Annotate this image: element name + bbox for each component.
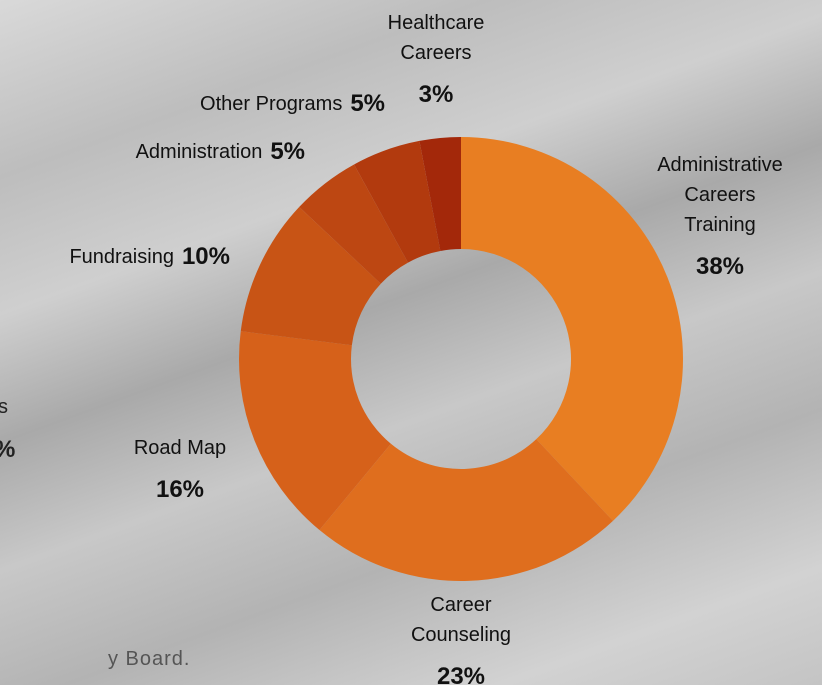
category-label: Healthcare Careers (366, 8, 506, 68)
slice-label: Road Map 16% (110, 433, 250, 505)
category-label: Fundraising (69, 242, 174, 272)
category-label: Administration (136, 137, 263, 167)
slice-label: Career Counseling 23% (391, 590, 531, 685)
value-label: 5% (270, 137, 305, 167)
value-label: 10% (182, 242, 230, 272)
page: s % y Board. Administrative Careers Trai… (0, 0, 822, 685)
cropped-text: % (0, 436, 15, 464)
category-label: Other Programs (200, 89, 342, 119)
category-label: Road Map (110, 433, 250, 463)
value-label: 23% (391, 662, 531, 685)
slice-label: Fundraising 10% (69, 242, 230, 272)
category-label: Administrative Careers Training (650, 150, 790, 240)
cropped-text: y Board. (108, 648, 190, 671)
value-label: 38% (650, 252, 790, 282)
slice-label: Administrative Careers Training 38% (650, 150, 790, 282)
value-label: 3% (366, 80, 506, 110)
cropped-text: s (0, 396, 8, 419)
category-label: Career Counseling (391, 590, 531, 650)
slice-label: Healthcare Careers 3% (366, 8, 506, 110)
value-label: 16% (110, 475, 250, 505)
